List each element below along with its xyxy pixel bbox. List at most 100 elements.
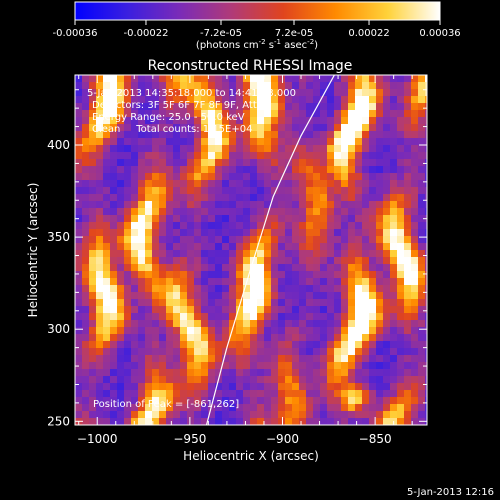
heatmap-cell [348, 145, 356, 153]
heatmap-cell [82, 278, 90, 286]
colorbar-tick-label: 0.00036 [419, 28, 460, 39]
heatmap-cell [411, 117, 419, 125]
heatmap-cell [264, 348, 272, 356]
heatmap-cell [96, 292, 104, 300]
heatmap-cell [390, 173, 398, 181]
heatmap-cell [187, 271, 195, 279]
heatmap-cell [82, 257, 90, 265]
heatmap-cell [264, 334, 272, 342]
heatmap-cell [194, 341, 202, 349]
heatmap-cell [341, 103, 349, 111]
heatmap-cell [383, 236, 391, 244]
heatmap-cell [110, 250, 118, 258]
heatmap-cell [208, 110, 216, 118]
heatmap-cell [285, 348, 293, 356]
heatmap-cell [145, 306, 153, 314]
heatmap-cell [166, 355, 174, 363]
heatmap-cell [229, 397, 237, 405]
heatmap-cell [376, 292, 384, 300]
heatmap-cell [397, 257, 405, 265]
heatmap-cell [222, 117, 230, 125]
heatmap-cell [124, 159, 132, 167]
heatmap-cell [299, 229, 307, 237]
heatmap-cell [103, 271, 111, 279]
heatmap-cell [327, 215, 335, 223]
heatmap-cell [166, 75, 174, 83]
heatmap-cell [215, 306, 223, 314]
heatmap-cell [250, 390, 258, 398]
heatmap-cell [82, 264, 90, 272]
heatmap-cell [159, 110, 167, 118]
heatmap-cell [264, 362, 272, 370]
heatmap-cell [411, 264, 419, 272]
heatmap-cell [117, 229, 125, 237]
heatmap-cell [299, 383, 307, 391]
heatmap-cell [264, 236, 272, 244]
heatmap-cell [404, 292, 412, 300]
heatmap-cell [117, 222, 125, 230]
heatmap-cell [362, 278, 370, 286]
heatmap-cell [117, 348, 125, 356]
heatmap-cell [299, 306, 307, 314]
heatmap-cell [425, 383, 427, 391]
heatmap-cell [418, 362, 426, 370]
heatmap-cell [103, 376, 111, 384]
heatmap-cell [173, 306, 181, 314]
heatmap-cell [152, 264, 160, 272]
heatmap-cell [201, 320, 209, 328]
heatmap-cell [201, 194, 209, 202]
heatmap-cell [243, 236, 251, 244]
heatmap-cell [89, 103, 97, 111]
heatmap-cell [390, 89, 398, 97]
heatmap-cell [208, 320, 216, 328]
heatmap-cell [159, 320, 167, 328]
heatmap-cell [306, 103, 314, 111]
heatmap-cell [222, 390, 230, 398]
heatmap-cell [103, 96, 111, 104]
heatmap-cell [257, 145, 265, 153]
heatmap-cell [271, 418, 279, 425]
heatmap-cell [278, 292, 286, 300]
heatmap-cell [194, 89, 202, 97]
heatmap-cell [320, 145, 328, 153]
heatmap-cell [180, 243, 188, 251]
heatmap-cell [187, 152, 195, 160]
heatmap-cell [397, 82, 405, 90]
heatmap-cell [411, 236, 419, 244]
heatmap-cell [299, 166, 307, 174]
heatmap-cell [341, 173, 349, 181]
heatmap-cell [131, 236, 139, 244]
heatmap-cell [145, 327, 153, 335]
heatmap-cell [425, 187, 427, 195]
annotation-clean: Clean Total counts: 1.15E+04 [92, 124, 252, 135]
heatmap-cell [362, 250, 370, 258]
heatmap-cell [320, 285, 328, 293]
heatmap-cell [187, 257, 195, 265]
heatmap-cell [75, 306, 83, 314]
heatmap-cell [138, 320, 146, 328]
heatmap-cell [285, 341, 293, 349]
heatmap-cell [376, 418, 384, 425]
heatmap-cell [110, 327, 118, 335]
heatmap-cell [292, 278, 300, 286]
heatmap-cell [103, 278, 111, 286]
heatmap-cell [306, 222, 314, 230]
heatmap-cell [313, 306, 321, 314]
heatmap-cell [418, 117, 426, 125]
heatmap-cell [264, 313, 272, 321]
heatmap-cell [110, 208, 118, 216]
heatmap-cell [299, 208, 307, 216]
heatmap-cell [320, 404, 328, 412]
heatmap-cell [320, 243, 328, 251]
heatmap-cell [306, 299, 314, 307]
heatmap-cell [299, 278, 307, 286]
heatmap-cell [250, 187, 258, 195]
heatmap-cell [89, 117, 97, 125]
heatmap-cell [411, 404, 419, 412]
heatmap-cell [82, 110, 90, 118]
heatmap-cell [75, 397, 83, 405]
heatmap-cell [117, 299, 125, 307]
heatmap-cell [229, 194, 237, 202]
heatmap-cell [166, 362, 174, 370]
heatmap-cell [180, 390, 188, 398]
